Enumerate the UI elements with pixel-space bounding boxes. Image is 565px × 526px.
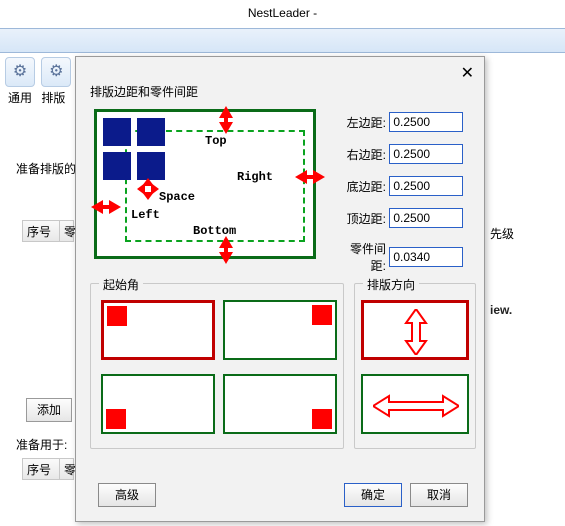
arrow-vertical-icon xyxy=(402,309,430,355)
start-corner-group: 起始角 xyxy=(90,283,344,449)
arrow-space-icon xyxy=(137,178,159,200)
left-margin-input[interactable] xyxy=(389,112,463,132)
diagram-top-label: Top xyxy=(205,134,227,148)
bottom-margin-input[interactable] xyxy=(389,176,463,196)
arrow-horizontal-icon xyxy=(373,394,459,418)
top-margin-label: 顶边距: xyxy=(336,210,386,227)
part-space-input[interactable] xyxy=(389,247,463,267)
part-space-row: 零件间距: xyxy=(336,240,476,262)
diagram-square xyxy=(137,118,165,146)
corner-marker xyxy=(107,306,127,326)
direction-horizontal[interactable] xyxy=(361,374,469,434)
corner-top-left[interactable] xyxy=(101,300,215,360)
right-margin-input[interactable] xyxy=(389,144,463,164)
corner-top-right[interactable] xyxy=(223,300,337,360)
cancel-button[interactable]: 取消 xyxy=(410,483,468,507)
priority-fragment: 先级 xyxy=(490,225,514,242)
arrow-top-icon xyxy=(213,106,239,134)
direction-legend: 排版方向 xyxy=(363,276,419,293)
top-margin-input[interactable] xyxy=(389,208,463,228)
top-margin-row: 顶边距: xyxy=(336,208,476,230)
diagram-right-label: Right xyxy=(237,170,273,184)
part-space-label: 零件间距: xyxy=(336,240,386,274)
corner-bottom-right[interactable] xyxy=(223,374,337,434)
right-margin-label: 右边距: xyxy=(336,146,386,163)
arrow-right-icon xyxy=(295,164,325,190)
diagram-square xyxy=(103,152,131,180)
bottom-margin-label: 底边距: xyxy=(336,178,386,195)
column-parts-2[interactable]: 零 xyxy=(60,458,74,480)
arrow-bottom-icon xyxy=(213,236,239,264)
corner-marker xyxy=(312,409,332,429)
advanced-button[interactable]: 高级 xyxy=(98,483,156,507)
gear-icon xyxy=(41,57,71,87)
ribbon-tab-general[interactable]: 通用 xyxy=(2,53,38,106)
diagram-square xyxy=(103,118,131,146)
bottom-margin-row: 底边距: xyxy=(336,176,476,198)
left-margin-label: 左边距: xyxy=(336,114,386,131)
ribbon-bar xyxy=(0,28,565,53)
direction-vertical[interactable] xyxy=(361,300,469,360)
start-corner-legend: 起始角 xyxy=(99,276,143,293)
column-index-2[interactable]: 序号 xyxy=(22,458,60,480)
corner-bottom-left[interactable] xyxy=(101,374,215,434)
diagram-space-label: Space xyxy=(159,190,195,204)
prep-use-label: 准备用于: xyxy=(16,436,67,453)
close-icon[interactable]: ✕ xyxy=(461,63,474,83)
column-index[interactable]: 序号 xyxy=(22,220,60,242)
right-margin-row: 右边距: xyxy=(336,144,476,166)
column-parts[interactable]: 零 xyxy=(60,220,74,242)
diagram-square xyxy=(137,152,165,180)
dialog-title: 排版边距和零件间距 xyxy=(90,83,198,100)
diagram-left-label: Left xyxy=(131,208,160,222)
corner-marker xyxy=(106,409,126,429)
gear-icon xyxy=(5,57,35,87)
corner-marker xyxy=(312,305,332,325)
margin-diagram: Top Right Space Left Bottom xyxy=(94,109,316,259)
ok-button[interactable]: 确定 xyxy=(344,483,402,507)
direction-group: 排版方向 xyxy=(354,283,476,449)
ribbon-tabs: 通用 排版 xyxy=(2,53,72,143)
prep-layout-label: 准备排版的 xyxy=(16,160,76,177)
left-margin-row: 左边距: xyxy=(336,112,476,134)
ribbon-tab-general-label: 通用 xyxy=(2,89,38,106)
arrow-left-icon xyxy=(91,194,121,220)
margins-dialog: ✕ 排版边距和零件间距 Top Right Space Left Bottom … xyxy=(75,56,485,522)
iew-fragment: iew. xyxy=(490,303,512,317)
ribbon-tab-layout-label: 排版 xyxy=(41,89,65,106)
add-button[interactable]: 添加 xyxy=(26,398,72,422)
app-title: NestLeader - xyxy=(0,6,565,20)
ribbon-tab-layout[interactable]: 排版 xyxy=(41,53,65,106)
